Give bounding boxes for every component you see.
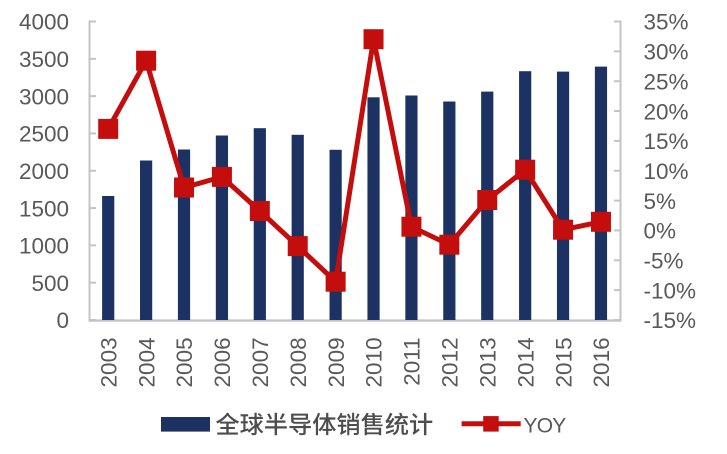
svg-text:0: 0	[56, 308, 69, 333]
svg-text:2003: 2003	[96, 337, 121, 387]
svg-text:2008: 2008	[286, 337, 311, 387]
svg-text:-15%: -15%	[644, 308, 697, 333]
svg-text:YOY: YOY	[524, 415, 567, 438]
svg-text:2000: 2000	[19, 159, 69, 184]
svg-text:2006: 2006	[210, 337, 235, 387]
svg-text:10%: 10%	[644, 159, 689, 184]
svg-text:2009: 2009	[324, 337, 349, 387]
svg-text:25%: 25%	[644, 69, 689, 94]
svg-text:30%: 30%	[644, 40, 689, 65]
svg-text:2007: 2007	[248, 337, 273, 387]
svg-text:2010: 2010	[362, 337, 387, 387]
svg-text:35%: 35%	[644, 10, 689, 35]
svg-text:-5%: -5%	[644, 249, 684, 274]
svg-text:2011: 2011	[400, 337, 425, 385]
svg-text:15%: 15%	[644, 129, 689, 154]
svg-text:4000: 4000	[19, 10, 69, 35]
svg-text:2016: 2016	[589, 337, 614, 387]
svg-text:-10%: -10%	[644, 278, 697, 303]
svg-text:20%: 20%	[644, 99, 689, 124]
svg-text:1000: 1000	[19, 234, 69, 259]
svg-text:2500: 2500	[19, 122, 69, 147]
svg-text:2012: 2012	[438, 337, 463, 387]
svg-text:0%: 0%	[644, 219, 677, 244]
svg-text:2013: 2013	[475, 337, 500, 387]
svg-text:2005: 2005	[172, 337, 197, 387]
svg-text:2004: 2004	[134, 337, 159, 387]
svg-text:2015: 2015	[551, 337, 576, 387]
svg-text:5%: 5%	[644, 189, 677, 214]
svg-text:1500: 1500	[19, 196, 69, 221]
svg-text:2014: 2014	[513, 337, 538, 387]
svg-text:3500: 3500	[19, 47, 69, 72]
svg-text:3000: 3000	[19, 84, 69, 109]
svg-text:500: 500	[31, 271, 69, 296]
